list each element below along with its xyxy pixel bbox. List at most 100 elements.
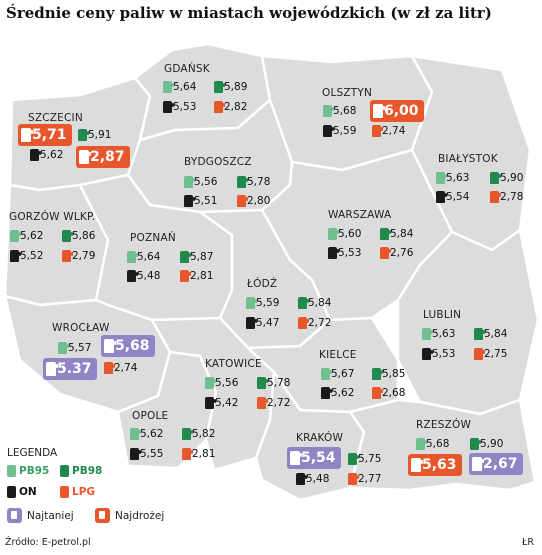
price-pb95-lodz: 5,59 [246, 296, 279, 310]
pb95-pump-icon [127, 251, 138, 263]
price-pb95-krakow-cheapest: 5,54 [287, 447, 341, 469]
on-pump-icon [163, 101, 174, 113]
pb95-pump-icon [321, 368, 332, 380]
price-lpg-poznan: 2,81 [180, 269, 213, 283]
pb95-pump-icon [323, 105, 334, 117]
price-pb95-bialystok: 5,63 [436, 171, 469, 185]
pb98-pump-icon [62, 230, 73, 242]
city-label-krakow: KRAKÓW [296, 432, 344, 444]
price-pb98-olsztyn-most-expensive: 6,00 [370, 100, 424, 122]
legend-lpg: LPG [60, 486, 95, 498]
pb98-pump-icon [373, 104, 385, 118]
lpg-pump-icon [62, 250, 73, 262]
pb95-pump-icon [130, 428, 141, 440]
on-pump-icon [411, 458, 423, 472]
lpg-pump-icon [474, 348, 485, 360]
lpg-pump-icon [490, 191, 501, 203]
city-label-katowice: KATOWICE [205, 358, 262, 370]
price-on-bialystok: 5,54 [436, 190, 469, 204]
city-label-szczecin: SZCZECIN [28, 112, 83, 124]
pb95-pump-icon [7, 465, 16, 477]
price-lpg-krakow: 2,77 [348, 472, 381, 486]
price-pb95-katowice: 5,56 [205, 376, 238, 390]
pb95-pump-icon [416, 438, 427, 450]
price-on-katowice: 5,42 [205, 396, 238, 410]
price-pb95-szczecin-most-expensive: 5,71 [18, 124, 72, 146]
price-lpg-opole: 2,81 [182, 447, 215, 461]
on-pump-icon [246, 317, 257, 329]
city-label-rzeszow: RZESZÓW [416, 419, 472, 431]
author-initials: ŁR [522, 537, 534, 548]
price-pb95-olsztyn: 5,68 [323, 104, 356, 118]
pb95-pump-icon [58, 342, 69, 354]
on-pump-icon [10, 250, 21, 262]
price-on-szczecin: 5,62 [30, 148, 63, 162]
price-on-olsztyn: 5,59 [323, 124, 356, 138]
price-on-warszawa: 5,53 [328, 246, 361, 260]
price-pb98-lodz: 5,84 [298, 296, 331, 310]
lpg-pump-icon [298, 317, 309, 329]
lpg-pump-icon [472, 457, 484, 471]
price-lpg-bialystok: 2,78 [490, 190, 523, 204]
pb98-pump-icon [180, 251, 191, 263]
price-lpg-gdansk: 2,82 [214, 100, 247, 114]
pb95-pump-icon [10, 230, 21, 242]
legend-title: LEGENDA [7, 447, 58, 459]
legend-cheapest: Najtaniej [7, 508, 74, 523]
lpg-pump-icon [237, 195, 248, 207]
pb95-pump-icon [163, 81, 174, 93]
city-label-gdansk: GDAŃSK [164, 63, 210, 75]
lpg-pump-icon [180, 270, 191, 282]
cheapest-swatch-icon [7, 508, 22, 523]
price-on-gorzow: 5,52 [10, 249, 43, 263]
on-pump-icon [127, 270, 138, 282]
price-pb95-gdansk: 5,64 [163, 80, 196, 94]
pb98-pump-icon [60, 465, 69, 477]
pb98-pump-icon [474, 328, 485, 340]
lpg-pump-icon [214, 101, 225, 113]
price-pb98-wroclaw-cheapest: 5,68 [101, 335, 155, 357]
price-pb95-gorzow: 5,62 [10, 229, 43, 243]
lpg-pump-icon [372, 387, 383, 399]
city-label-bydgoszcz: BYDGOSZCZ [184, 156, 252, 168]
price-on-poznan: 5,48 [127, 269, 160, 283]
price-lpg-bydgoszcz: 2,80 [237, 194, 270, 208]
pb98-pump-icon [380, 228, 391, 240]
price-pb98-opole: 5,82 [182, 427, 215, 441]
lpg-pump-icon [380, 247, 391, 259]
city-label-kielce: KIELCE [319, 349, 357, 361]
lpg-pump-icon [104, 362, 115, 374]
lpg-pump-icon [182, 448, 193, 460]
legend-most-expensive: Najdrożej [95, 508, 164, 523]
price-pb98-bydgoszcz: 5,78 [237, 175, 270, 189]
price-pb98-krakow: 5,75 [348, 452, 381, 466]
city-label-gorzow: GORZÓW WLKP. [9, 211, 96, 223]
price-on-opole: 5,55 [130, 447, 163, 461]
on-pump-icon [436, 191, 447, 203]
price-lpg-olsztyn: 2,74 [372, 124, 405, 138]
price-on-gdansk: 5,53 [163, 100, 196, 114]
city-label-wroclaw: WROCŁAW [52, 322, 110, 334]
pb95-pump-icon [422, 328, 433, 340]
price-pb98-lublin: 5,84 [474, 327, 507, 341]
price-on-rzeszow-most-expensive: 5,63 [408, 454, 462, 476]
lpg-pump-icon [348, 473, 359, 485]
price-on-krakow: 5,48 [296, 472, 329, 486]
source-note: Źródło: E-petrol.pl [5, 537, 91, 548]
on-pump-icon [296, 473, 307, 485]
on-pump-icon [205, 397, 216, 409]
map-title: Średnie ceny paliw w miastach wojewódzki… [6, 4, 492, 22]
price-pb95-wroclaw: 5,57 [58, 341, 91, 355]
lpg-pump-icon [372, 125, 383, 137]
price-on-lodz: 5,47 [246, 316, 279, 330]
price-lpg-szczecin-most-expensive: 2,87 [76, 146, 130, 168]
lpg-pump-icon [257, 397, 268, 409]
price-pb98-poznan: 5,87 [180, 250, 213, 264]
price-lpg-rzeszow-cheapest: 2,67 [469, 453, 523, 475]
on-pump-icon [30, 149, 41, 161]
city-label-lodz: ŁÓDŹ [247, 278, 278, 290]
on-pump-icon [130, 448, 141, 460]
price-pb98-rzeszow: 5,90 [470, 437, 503, 451]
pb98-pump-icon [298, 297, 309, 309]
